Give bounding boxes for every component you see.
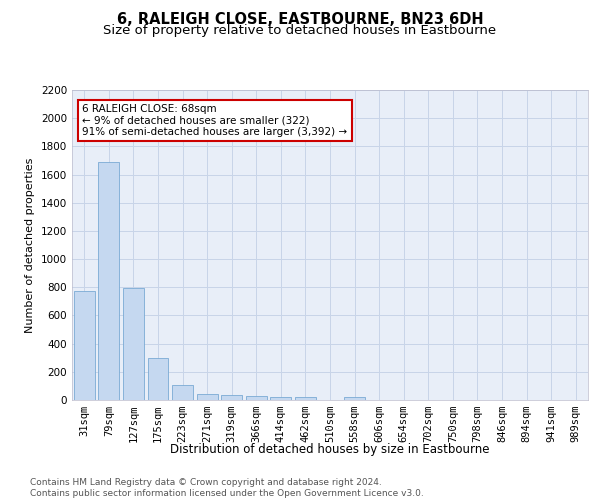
Bar: [246, 396, 267, 400]
Y-axis label: Number of detached properties: Number of detached properties: [25, 158, 35, 332]
Bar: [98, 162, 119, 400]
Bar: [344, 397, 365, 400]
Bar: [197, 394, 218, 400]
Text: Size of property relative to detached houses in Eastbourne: Size of property relative to detached ho…: [103, 24, 497, 37]
Text: Distribution of detached houses by size in Eastbourne: Distribution of detached houses by size …: [170, 442, 490, 456]
Bar: [271, 397, 292, 400]
Text: 6, RALEIGH CLOSE, EASTBOURNE, BN23 6DH: 6, RALEIGH CLOSE, EASTBOURNE, BN23 6DH: [116, 12, 484, 28]
Bar: [123, 288, 144, 400]
Text: Contains HM Land Registry data © Crown copyright and database right 2024.
Contai: Contains HM Land Registry data © Crown c…: [30, 478, 424, 498]
Bar: [148, 358, 169, 400]
Bar: [221, 395, 242, 400]
Text: 6 RALEIGH CLOSE: 68sqm
← 9% of detached houses are smaller (322)
91% of semi-det: 6 RALEIGH CLOSE: 68sqm ← 9% of detached …: [82, 104, 347, 137]
Bar: [74, 291, 95, 400]
Bar: [295, 397, 316, 400]
Bar: [172, 384, 193, 400]
